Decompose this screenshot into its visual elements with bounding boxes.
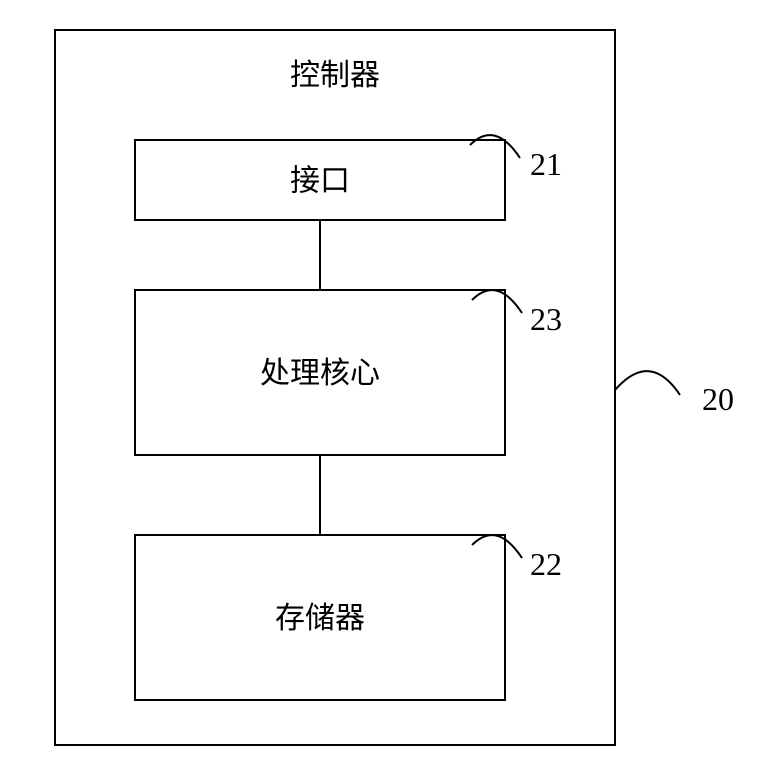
outer-box-title: 控制器 <box>290 59 380 92</box>
node-ref-label-22: 22 <box>530 546 562 582</box>
node-ref-label-23: 23 <box>530 301 562 337</box>
node-label-23: 处理核心 <box>260 357 380 390</box>
node-label-21: 接口 <box>290 165 350 198</box>
node-label-22: 存储器 <box>275 602 365 635</box>
diagram-canvas: 控制器 20 接口 21 处理核心 23 存储器 22 <box>0 0 761 768</box>
node-ref-label-21: 21 <box>530 146 562 182</box>
canvas-bg <box>0 0 761 768</box>
outer-box-ref-label: 20 <box>702 381 734 417</box>
